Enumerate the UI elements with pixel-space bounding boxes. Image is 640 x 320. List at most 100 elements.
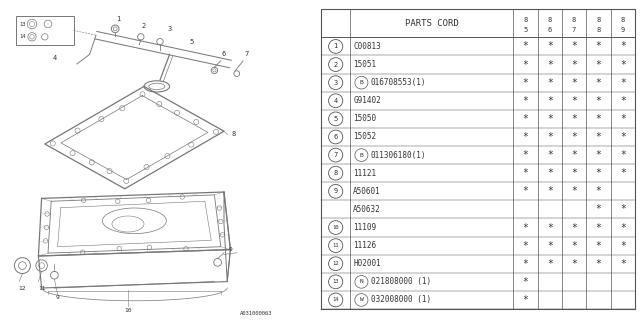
Text: 10: 10 [332,225,339,230]
Text: 14: 14 [19,34,26,39]
Text: 7: 7 [333,152,338,158]
Text: 15051: 15051 [353,60,376,69]
Text: 13: 13 [19,21,26,27]
Bar [16,16,74,45]
Text: *: * [522,277,529,287]
Text: 15050: 15050 [353,114,376,124]
Text: *: * [620,42,626,52]
Text: *: * [620,259,626,269]
Text: B: B [360,80,364,85]
Text: *: * [522,60,529,69]
Text: 016708553(1): 016708553(1) [371,78,426,87]
Text: *: * [595,114,602,124]
Text: *: * [522,186,529,196]
Text: 7: 7 [572,27,576,33]
Text: *: * [595,168,602,178]
Text: *: * [571,114,577,124]
Text: *: * [620,241,626,251]
Text: *: * [547,259,553,269]
Text: 8: 8 [621,17,625,23]
Text: *: * [547,241,553,251]
Text: *: * [547,168,553,178]
Text: 15052: 15052 [353,132,376,141]
Text: *: * [620,78,626,88]
Text: *: * [571,78,577,88]
Text: 4: 4 [52,55,56,60]
Text: *: * [595,60,602,69]
Text: *: * [571,60,577,69]
Text: W: W [360,297,364,302]
Text: 8: 8 [524,17,527,23]
Text: C00813: C00813 [353,42,381,51]
Text: *: * [522,132,529,142]
Text: *: * [571,186,577,196]
Text: *: * [595,150,602,160]
Text: *: * [620,114,626,124]
Text: *: * [595,259,602,269]
Text: 8: 8 [333,170,338,176]
Text: *: * [547,150,553,160]
Text: *: * [547,60,553,69]
Text: *: * [620,222,626,233]
Text: 3: 3 [333,80,338,86]
Text: A50601: A50601 [353,187,381,196]
Text: *: * [620,96,626,106]
Text: *: * [620,132,626,142]
Text: *: * [547,132,553,142]
Text: 1: 1 [116,16,120,22]
Text: 12: 12 [332,261,339,266]
Text: 8: 8 [548,17,552,23]
Text: *: * [547,114,553,124]
Text: *: * [522,150,529,160]
Text: *: * [620,204,626,214]
Text: *: * [522,96,529,106]
Text: 8: 8 [596,27,600,33]
Text: 5: 5 [190,39,194,44]
Text: 5: 5 [333,116,338,122]
Text: *: * [547,186,553,196]
Text: 9: 9 [621,27,625,33]
Text: 11126: 11126 [353,241,376,250]
Text: *: * [547,78,553,88]
Text: *: * [620,60,626,69]
Text: *: * [522,222,529,233]
Text: *: * [571,132,577,142]
Text: *: * [571,222,577,233]
Text: *: * [547,96,553,106]
Text: *: * [547,222,553,233]
Text: 9: 9 [228,247,232,252]
Text: *: * [522,168,529,178]
Text: 6: 6 [548,27,552,33]
Text: 032008000 (1): 032008000 (1) [371,295,431,304]
Text: *: * [595,186,602,196]
Text: 8: 8 [572,17,576,23]
Text: *: * [571,241,577,251]
Text: 1: 1 [333,44,338,50]
Text: 7: 7 [244,52,248,57]
Text: 10: 10 [124,308,132,313]
Text: 11: 11 [38,285,45,291]
Text: 3: 3 [168,26,172,32]
Text: 4: 4 [333,98,338,104]
Text: 12: 12 [19,285,26,291]
Text: 9: 9 [333,188,338,194]
Text: A50632: A50632 [353,205,381,214]
Text: *: * [620,150,626,160]
Text: *: * [571,150,577,160]
Text: *: * [571,96,577,106]
Text: *: * [522,295,529,305]
Text: 5: 5 [524,27,527,33]
Text: 14: 14 [332,297,339,302]
Text: 6: 6 [333,134,338,140]
Text: *: * [595,204,602,214]
Text: *: * [595,241,602,251]
Text: *: * [595,78,602,88]
Text: 2: 2 [333,61,338,68]
Text: 11121: 11121 [353,169,376,178]
Text: 13: 13 [332,279,339,284]
Text: G91402: G91402 [353,96,381,105]
Text: *: * [620,168,626,178]
Text: N: N [360,279,364,284]
Text: *: * [571,168,577,178]
Text: *: * [522,78,529,88]
